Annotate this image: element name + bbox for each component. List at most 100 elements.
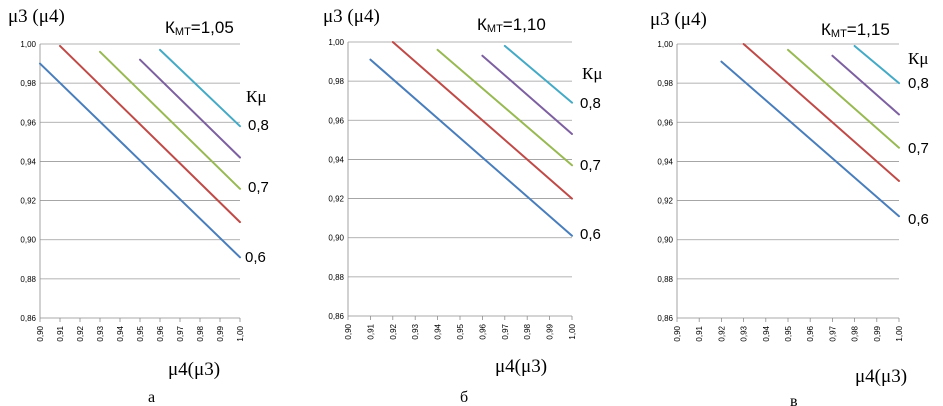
chart-panel-1: 0,86 0,88 0,90 0,92 0,94 0,96 0,98 1,00 0,90 0,91… (8, 6, 269, 406)
y-tick-label: 0,98 (20, 79, 36, 88)
y-axis-title: μ3 (μ4) (8, 6, 65, 27)
series-line-1 (369, 58, 573, 237)
y-tick-label: 0,88 (657, 275, 673, 284)
legend-title: Кμ (582, 64, 602, 83)
x-tick-label: 0,92 (717, 325, 726, 341)
chart-panel-2: 0,86 0,88 0,90 0,92 0,94 0,96 0,98 1,00 0,90 0,91… (323, 6, 602, 406)
x-tick-label: 0,91 (56, 325, 65, 341)
x-tick-label: 0,99 (873, 325, 882, 341)
y-tick-label: 0,94 (657, 157, 673, 166)
series-line-5 (503, 44, 573, 104)
y-tick-label: 0,94 (20, 157, 36, 166)
series-line-4 (831, 54, 900, 116)
legend-title: Кμ (246, 87, 266, 106)
x-tick-label: 0,97 (828, 325, 837, 341)
x-tick-label: 0,93 (740, 325, 749, 341)
x-axis-title: μ4(μ3) (168, 359, 220, 380)
series-label-0-7: 0,7 (580, 157, 601, 174)
legend-title: Кμ (908, 49, 928, 68)
x-tick-label: 0,96 (806, 325, 815, 341)
series-line-5 (159, 48, 241, 128)
y-tick-label: 0,98 (328, 77, 344, 86)
x-tick-label: 0,98 (523, 323, 532, 339)
series-line-1 (720, 60, 900, 218)
y-tick-label: 0,90 (328, 234, 344, 243)
chart-title: КМТ=1,05 (165, 18, 234, 38)
series-label-0-6: 0,6 (908, 211, 929, 228)
y-tick-label: 0,86 (328, 312, 344, 321)
series-line-3 (436, 48, 573, 167)
x-tick-label: 0,95 (136, 325, 145, 341)
series-label-0-8: 0,8 (248, 117, 269, 134)
x-tick-label: 1,00 (568, 323, 577, 339)
chart-panel-3: 0,86 0,88 0,90 0,92 0,94 0,96 0,98 1,00 0,90 0,91… (650, 9, 929, 406)
y-tick-label: 1,00 (657, 40, 673, 49)
panel-caption: в (790, 393, 798, 406)
x-tick-label: 0,90 (673, 325, 682, 341)
x-tick-label: 0,95 (456, 323, 465, 339)
x-tick-label: 0,98 (851, 325, 860, 341)
x-tick-label: 0,97 (501, 323, 510, 339)
series-line-4 (481, 54, 573, 135)
y-tick-label: 0,90 (20, 236, 36, 245)
x-tick-label: 0,91 (366, 323, 375, 339)
x-tick-label: 0,96 (478, 323, 487, 339)
x-tick-label: 0,99 (216, 325, 225, 341)
series-line-1 (39, 62, 241, 259)
x-tick-label: 1,00 (895, 325, 904, 341)
series-line-2 (391, 41, 573, 200)
x-tick-label: 1,00 (236, 325, 245, 341)
y-tick-label: 1,00 (328, 38, 344, 47)
x-axis-title: μ4(μ3) (855, 366, 907, 387)
x-tick-label: 0,94 (434, 323, 443, 339)
x-tick-label: 0,95 (784, 325, 793, 341)
y-tick-label: 1,00 (20, 40, 36, 49)
y-tick-label: 0,96 (328, 116, 344, 125)
y-tick-label: 0,92 (657, 197, 673, 206)
x-tick-label: 0,97 (176, 325, 185, 341)
y-tick-label: 0,92 (328, 195, 344, 204)
y-axis-title: μ3 (μ4) (650, 9, 707, 30)
series-line-5 (853, 44, 900, 85)
series-label-0-7: 0,7 (908, 140, 929, 157)
x-tick-label: 0,99 (546, 323, 555, 339)
x-tick-label: 0,90 (36, 325, 45, 341)
x-tick-label: 0,92 (76, 325, 85, 341)
panel-caption: б (460, 389, 468, 406)
series-label-0-6: 0,6 (580, 226, 601, 243)
panel-caption: а (148, 389, 155, 406)
x-tick-label: 0,90 (344, 323, 353, 339)
series-label-0-8: 0,8 (580, 95, 601, 112)
y-tick-label: 0,88 (328, 273, 344, 282)
x-tick-label: 0,91 (695, 325, 704, 341)
y-tick-label: 0,86 (20, 314, 36, 323)
series-line-2 (742, 43, 900, 182)
x-tick-label: 0,96 (156, 325, 165, 341)
series-label-0-8: 0,8 (908, 75, 929, 92)
y-tick-label: 0,98 (657, 79, 673, 88)
chart-title: КМТ=1,10 (477, 15, 546, 35)
y-axis-title: μ3 (μ4) (323, 6, 380, 27)
x-axis-title: μ4(μ3) (495, 356, 547, 377)
y-tick-label: 0,94 (328, 155, 344, 164)
y-tick-label: 0,90 (657, 236, 673, 245)
series-line-4 (139, 58, 241, 159)
x-tick-label: 0,93 (96, 325, 105, 341)
y-tick-label: 0,96 (20, 118, 36, 127)
y-tick-label: 0,92 (20, 197, 36, 206)
y-tick-label: 0,86 (657, 314, 673, 323)
series-label-0-6: 0,6 (245, 249, 266, 266)
chart-title: КМТ=1,15 (821, 20, 890, 40)
x-tick-label: 0,94 (116, 325, 125, 341)
x-tick-label: 0,93 (411, 323, 420, 339)
series-line-3 (99, 50, 241, 190)
x-tick-label: 0,94 (762, 325, 771, 341)
series-line-3 (787, 48, 900, 149)
y-tick-label: 0,88 (20, 275, 36, 284)
x-tick-label: 0,98 (196, 325, 205, 341)
x-tick-label: 0,92 (389, 323, 398, 339)
series-line-2 (59, 44, 241, 224)
y-tick-label: 0,96 (657, 118, 673, 127)
series-label-0-7: 0,7 (248, 179, 269, 196)
